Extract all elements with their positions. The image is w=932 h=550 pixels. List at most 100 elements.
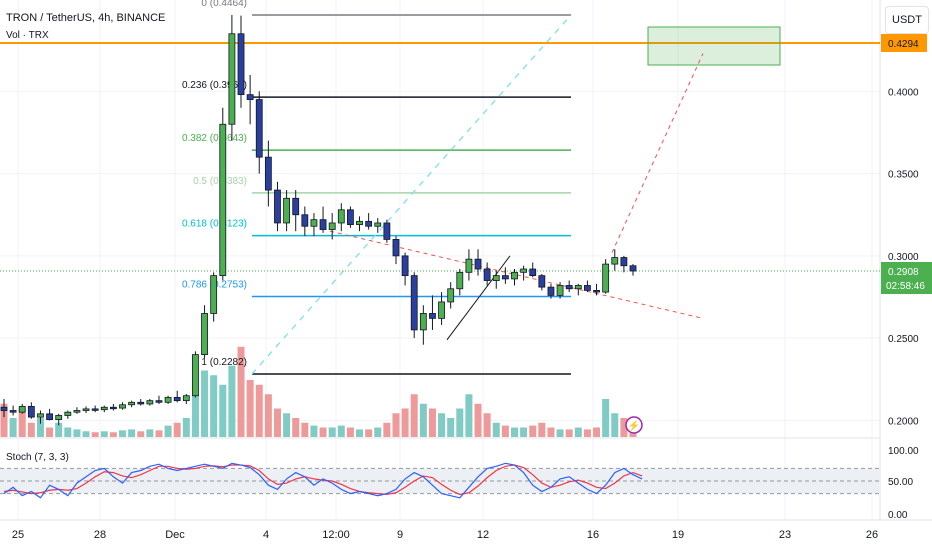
volume-bar (410, 394, 418, 437)
fib-trendline (251, 14, 572, 375)
volume-bar (55, 422, 63, 437)
volume-bar (119, 430, 127, 437)
price-axis[interactable]: 0.4000 0.3500 0.3000 0.2500 0.2000 0.4294 0.29… (881, 33, 932, 521)
candle-body (483, 268, 491, 281)
price-tick: 0.4000 (888, 87, 919, 98)
volume-bar (620, 418, 628, 437)
volume-bar (529, 425, 537, 437)
candle-body (109, 406, 117, 410)
time-tick: Dec (165, 529, 185, 541)
volume-bar (447, 418, 455, 437)
volume-bar (392, 413, 400, 437)
time-tick: 12 (477, 529, 489, 541)
candle-body (337, 209, 345, 224)
candle-body (283, 197, 290, 224)
candle-body (456, 271, 464, 290)
candle-body (547, 286, 555, 296)
volume-bar (401, 408, 409, 437)
volume-bar (583, 429, 591, 437)
time-tick: 25 (12, 529, 24, 541)
time-tick: 19 (672, 529, 684, 541)
volume-bar (173, 422, 181, 437)
volume-bar (465, 394, 473, 437)
candle-body (328, 222, 336, 230)
volume-bar (301, 422, 309, 437)
time-tick: 4 (263, 529, 269, 541)
candle-body (565, 285, 573, 290)
volume-bar (520, 427, 528, 437)
time-tick: 26 (866, 529, 878, 541)
currency-button[interactable]: USDT (885, 6, 929, 34)
stoch-legend: Stoch (7, 3, 3) (6, 452, 69, 463)
candle-body (465, 258, 473, 273)
volume-bar (228, 365, 236, 437)
volume-bar (319, 427, 327, 437)
symbol-title: TRON / TetherUS, 4h, BINANCE (6, 12, 166, 24)
grid-lines (0, 0, 932, 521)
volume-bar (146, 429, 154, 437)
volume-bar (602, 399, 610, 437)
stoch-tick: 50.00 (888, 477, 913, 488)
candle-body (556, 285, 564, 296)
candle-body (18, 406, 26, 413)
volume-bar (310, 425, 318, 437)
candle-body (137, 401, 145, 405)
fib-label: 0.618 (0.3123) (182, 219, 247, 230)
candle-body (274, 189, 281, 224)
fib-label: 1 (0.2282) (201, 357, 247, 368)
volume-bar (100, 431, 108, 437)
candle-body (100, 406, 108, 411)
time-axis[interactable]: 25 28 Dec 4 12:00 9 12 16 19 23 26 (12, 529, 878, 541)
volume-bar (201, 370, 209, 437)
candle-body (520, 268, 528, 273)
candle-body (173, 396, 181, 402)
candle-body (447, 288, 455, 303)
volume-bar (246, 380, 254, 437)
lightning-badge (625, 416, 643, 434)
candle-body (602, 263, 610, 293)
time-tick: 23 (779, 529, 791, 541)
volume-bar (565, 429, 573, 437)
candle-body (192, 354, 199, 397)
candle-body (538, 275, 546, 288)
volume-bar (73, 429, 81, 437)
volume-bar (383, 422, 391, 437)
candle-body (9, 410, 17, 413)
candle-body (82, 408, 90, 411)
stoch-d-line (3, 464, 643, 496)
volume-bar (501, 425, 509, 437)
last-price-label-bg (881, 262, 932, 295)
price-tick: 0.3000 (888, 252, 919, 263)
volume-bar (137, 431, 145, 437)
candle-body (620, 257, 628, 267)
volume-bar (255, 384, 263, 437)
candle-body (91, 408, 99, 411)
candle-body (0, 406, 8, 411)
volume-bar (365, 429, 373, 437)
candle-body (301, 214, 309, 227)
candle-body (474, 258, 482, 270)
volume-bar (547, 427, 555, 437)
volume-bar (164, 425, 172, 437)
drawings[interactable] (0, 26, 880, 341)
price-tick: 0.3500 (888, 170, 919, 181)
time-tick: 16 (587, 529, 599, 541)
volume-bar (9, 418, 17, 437)
candle-body (255, 99, 263, 158)
candle-body (201, 313, 208, 355)
volume-bar (337, 425, 345, 437)
stoch-tick: 100.00 (888, 446, 919, 457)
candle-body (574, 285, 582, 290)
volume-bar (91, 432, 99, 437)
candle-body (119, 404, 126, 409)
countdown-label: 02:58:46 (886, 281, 925, 292)
fib-label: 0 (0.4464) (201, 0, 247, 9)
candle-body (319, 219, 327, 230)
volume-bar (264, 394, 272, 437)
candle-body (64, 411, 72, 416)
volume-bar (456, 408, 464, 437)
stoch-k-line (3, 462, 643, 499)
candlesticks: ⚡ (0, 15, 643, 434)
volume-bar (593, 427, 601, 437)
